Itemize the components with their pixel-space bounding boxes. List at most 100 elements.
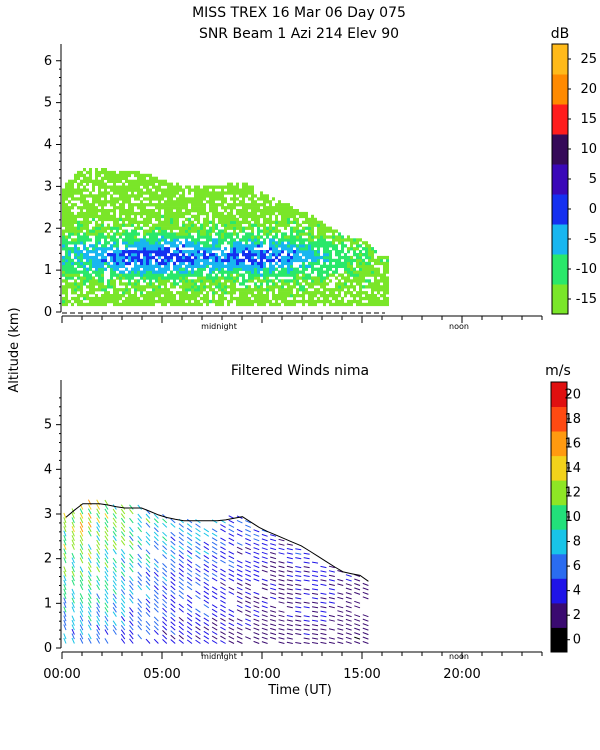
wind-barb xyxy=(245,524,251,528)
wind-barb xyxy=(354,636,361,640)
snr-cell xyxy=(119,211,122,216)
wind-barb xyxy=(320,606,327,609)
snr-cell xyxy=(254,209,257,213)
snr-cell xyxy=(338,279,341,283)
snr-cell xyxy=(284,291,287,295)
snr-cell xyxy=(311,279,314,283)
snr-cell xyxy=(242,185,245,189)
snr-cell xyxy=(227,185,230,189)
snr-cell xyxy=(194,185,197,189)
wind-barb xyxy=(120,633,126,640)
snr-cell xyxy=(74,279,77,283)
snr-cell xyxy=(359,255,362,260)
snr-cell xyxy=(362,273,365,277)
snr-cell xyxy=(356,255,359,260)
snr-cell xyxy=(332,273,335,277)
snr-cell xyxy=(149,291,152,295)
snr-cell xyxy=(155,238,158,242)
snr-y-tick-label: 3 xyxy=(44,179,52,194)
wind-barb xyxy=(71,561,75,568)
snr-cell xyxy=(149,261,152,266)
snr-cell xyxy=(74,188,77,192)
wind-barb xyxy=(362,591,369,595)
wind-barb xyxy=(195,572,201,577)
snr-cell xyxy=(242,276,245,280)
snr-cell xyxy=(158,179,161,183)
snr-cell xyxy=(194,302,197,307)
snr-cell xyxy=(113,261,116,266)
snr-cell xyxy=(110,179,113,183)
snr-cell xyxy=(308,285,311,289)
snr-cell xyxy=(383,261,386,266)
snr-cell xyxy=(128,288,131,292)
snr-cell xyxy=(143,176,146,180)
snr-cell xyxy=(317,258,320,263)
snr-cell xyxy=(284,206,287,210)
snr-cell xyxy=(299,288,302,292)
snr-cell xyxy=(203,229,206,233)
snr-y-tick-label: 5 xyxy=(44,96,52,111)
snr-cell xyxy=(323,235,326,239)
snr-cell xyxy=(200,296,203,301)
snr-cell xyxy=(92,282,95,286)
snr-cell xyxy=(215,209,218,213)
snr-cell xyxy=(215,253,218,257)
wind-barb xyxy=(295,575,302,577)
snr-cell xyxy=(218,282,221,286)
snr-cell xyxy=(140,209,143,213)
wind-barb xyxy=(354,641,361,644)
snr-cell xyxy=(245,294,248,298)
snr-cell xyxy=(365,279,368,283)
snr-cell xyxy=(293,226,296,230)
snr-cell xyxy=(371,296,374,301)
wind-barb xyxy=(87,584,92,591)
wind-barb xyxy=(286,619,293,622)
snr-cell xyxy=(203,247,206,251)
snr-cell xyxy=(377,282,380,286)
snr-cell xyxy=(107,282,110,286)
snr-cell xyxy=(200,206,203,210)
snr-cell xyxy=(110,267,113,271)
wind-barb xyxy=(228,635,235,640)
snr-cell xyxy=(338,294,341,298)
snr-cell xyxy=(308,241,311,245)
snr-cell xyxy=(293,282,296,286)
snr-cell xyxy=(299,282,302,286)
snr-cell xyxy=(212,197,215,201)
snr-cell xyxy=(149,209,152,213)
wind-barb xyxy=(96,539,101,546)
snr-cell xyxy=(110,209,113,213)
snr-cell xyxy=(371,299,374,304)
snr-cell xyxy=(173,285,176,289)
snr-cell xyxy=(122,209,125,213)
snr-cell xyxy=(77,270,80,274)
wind-barb xyxy=(195,563,201,569)
snr-cell xyxy=(77,191,80,195)
snr-cell xyxy=(251,258,254,263)
snr-cell xyxy=(260,223,263,227)
snr-cell xyxy=(155,270,158,274)
wind-barb xyxy=(96,544,101,550)
snr-cell xyxy=(209,185,212,189)
snr-colorbar-band xyxy=(552,44,568,75)
snr-cell xyxy=(302,211,305,216)
snr-cell xyxy=(254,294,257,298)
snr-cell xyxy=(317,273,320,277)
snr-cell xyxy=(227,241,230,245)
wind-barb xyxy=(153,522,159,528)
wind-barb xyxy=(96,535,101,542)
snr-cell xyxy=(188,264,191,268)
snr-cell xyxy=(104,188,107,192)
snr-cell xyxy=(254,282,257,286)
snr-cell xyxy=(218,267,221,271)
wind-barb xyxy=(303,579,310,582)
wind-barb xyxy=(71,557,75,564)
snr-cell xyxy=(185,270,188,274)
wind-barb xyxy=(211,550,218,555)
wind-barb xyxy=(112,624,117,631)
snr-cell xyxy=(167,296,170,301)
wind-barb xyxy=(96,548,101,555)
snr-cell xyxy=(140,238,143,242)
snr-cell xyxy=(332,302,335,307)
wind-barb xyxy=(203,532,210,537)
